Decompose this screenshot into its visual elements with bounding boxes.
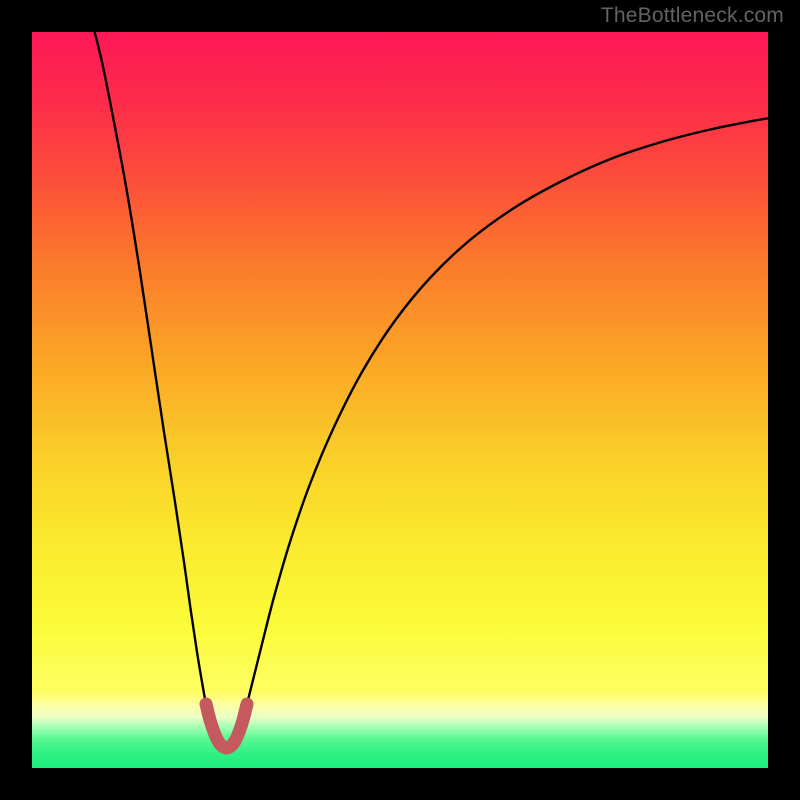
bottleneck-gradient-transition [32, 692, 768, 738]
bottleneck-gradient-main [32, 32, 768, 692]
bottleneck-gradient-green [32, 738, 768, 768]
plot-area [32, 32, 768, 768]
watermark-text: TheBottleneck.com [601, 4, 784, 28]
chart-frame: TheBottleneck.com [0, 0, 800, 800]
